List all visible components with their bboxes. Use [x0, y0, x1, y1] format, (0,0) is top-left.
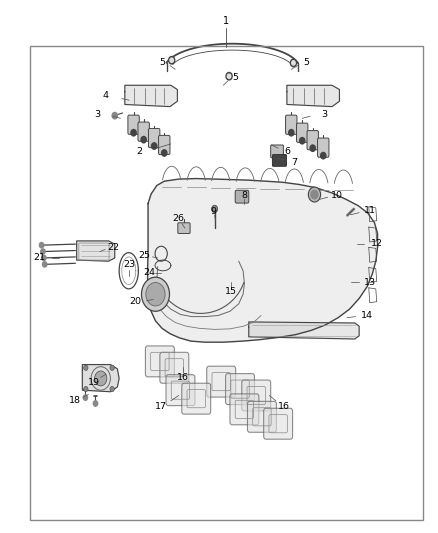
Circle shape	[162, 150, 167, 156]
Circle shape	[95, 371, 107, 386]
Circle shape	[83, 395, 88, 400]
FancyBboxPatch shape	[128, 115, 139, 134]
Text: 3: 3	[94, 110, 100, 118]
Text: 6: 6	[284, 147, 290, 156]
Circle shape	[131, 130, 136, 136]
Text: 9: 9	[211, 207, 217, 215]
Circle shape	[152, 143, 157, 149]
FancyBboxPatch shape	[148, 128, 160, 148]
FancyBboxPatch shape	[318, 138, 329, 157]
Text: 10: 10	[331, 191, 343, 199]
Polygon shape	[148, 179, 378, 342]
Circle shape	[289, 130, 294, 136]
Text: 18: 18	[69, 397, 81, 405]
Text: 3: 3	[321, 110, 327, 118]
Circle shape	[84, 365, 88, 370]
Circle shape	[42, 255, 46, 261]
FancyBboxPatch shape	[307, 131, 318, 150]
Circle shape	[227, 74, 231, 78]
FancyBboxPatch shape	[166, 375, 195, 406]
FancyBboxPatch shape	[160, 352, 189, 383]
Circle shape	[310, 145, 315, 151]
Text: 16: 16	[177, 373, 189, 382]
Text: 11: 11	[364, 206, 376, 214]
FancyBboxPatch shape	[286, 115, 297, 134]
FancyBboxPatch shape	[264, 408, 293, 439]
Circle shape	[42, 262, 47, 267]
FancyBboxPatch shape	[178, 223, 190, 233]
Circle shape	[292, 61, 295, 65]
Circle shape	[39, 243, 44, 248]
Circle shape	[321, 152, 326, 159]
Circle shape	[290, 59, 297, 67]
Circle shape	[141, 136, 146, 143]
FancyBboxPatch shape	[182, 383, 211, 414]
FancyBboxPatch shape	[247, 401, 276, 432]
FancyBboxPatch shape	[226, 374, 254, 405]
Circle shape	[311, 190, 318, 199]
Circle shape	[41, 249, 45, 254]
FancyBboxPatch shape	[271, 145, 283, 158]
Text: 5: 5	[159, 59, 165, 67]
Circle shape	[93, 401, 98, 406]
Polygon shape	[77, 241, 115, 261]
Text: 8: 8	[241, 191, 247, 199]
Text: 25: 25	[138, 252, 151, 260]
Text: 17: 17	[155, 402, 167, 410]
Polygon shape	[125, 85, 177, 107]
Circle shape	[146, 282, 165, 306]
FancyBboxPatch shape	[207, 366, 236, 397]
Text: 20: 20	[130, 297, 142, 306]
Circle shape	[308, 187, 321, 202]
Text: 19: 19	[88, 378, 100, 387]
FancyBboxPatch shape	[230, 394, 259, 425]
Text: 22: 22	[107, 243, 119, 252]
Circle shape	[141, 277, 170, 311]
Bar	[30, 46, 423, 520]
Circle shape	[170, 58, 173, 62]
Polygon shape	[287, 85, 339, 107]
Text: 21: 21	[33, 254, 46, 262]
Polygon shape	[249, 322, 359, 339]
Text: 5: 5	[232, 73, 238, 82]
Circle shape	[84, 386, 88, 392]
Text: 5: 5	[304, 59, 310, 67]
Circle shape	[226, 72, 232, 80]
Text: 4: 4	[103, 92, 109, 100]
Circle shape	[112, 112, 117, 119]
Text: 7: 7	[291, 158, 297, 166]
Circle shape	[212, 205, 218, 213]
Circle shape	[110, 365, 114, 370]
Text: 26: 26	[173, 214, 185, 223]
Text: 15: 15	[225, 287, 237, 295]
Text: 16: 16	[278, 402, 290, 410]
FancyBboxPatch shape	[145, 346, 174, 377]
FancyBboxPatch shape	[242, 380, 271, 411]
Text: 2: 2	[136, 147, 142, 156]
FancyBboxPatch shape	[159, 135, 170, 155]
Text: 13: 13	[364, 278, 376, 287]
Circle shape	[110, 386, 114, 392]
FancyBboxPatch shape	[272, 155, 286, 166]
Text: 1: 1	[223, 17, 230, 26]
FancyBboxPatch shape	[297, 123, 308, 142]
FancyBboxPatch shape	[138, 122, 149, 141]
Circle shape	[169, 56, 175, 64]
Text: 23: 23	[123, 260, 135, 269]
Text: 24: 24	[143, 269, 155, 277]
Polygon shape	[82, 365, 119, 392]
Text: 12: 12	[371, 239, 383, 248]
Circle shape	[300, 138, 305, 144]
FancyBboxPatch shape	[235, 190, 249, 203]
Text: 14: 14	[361, 311, 373, 320]
